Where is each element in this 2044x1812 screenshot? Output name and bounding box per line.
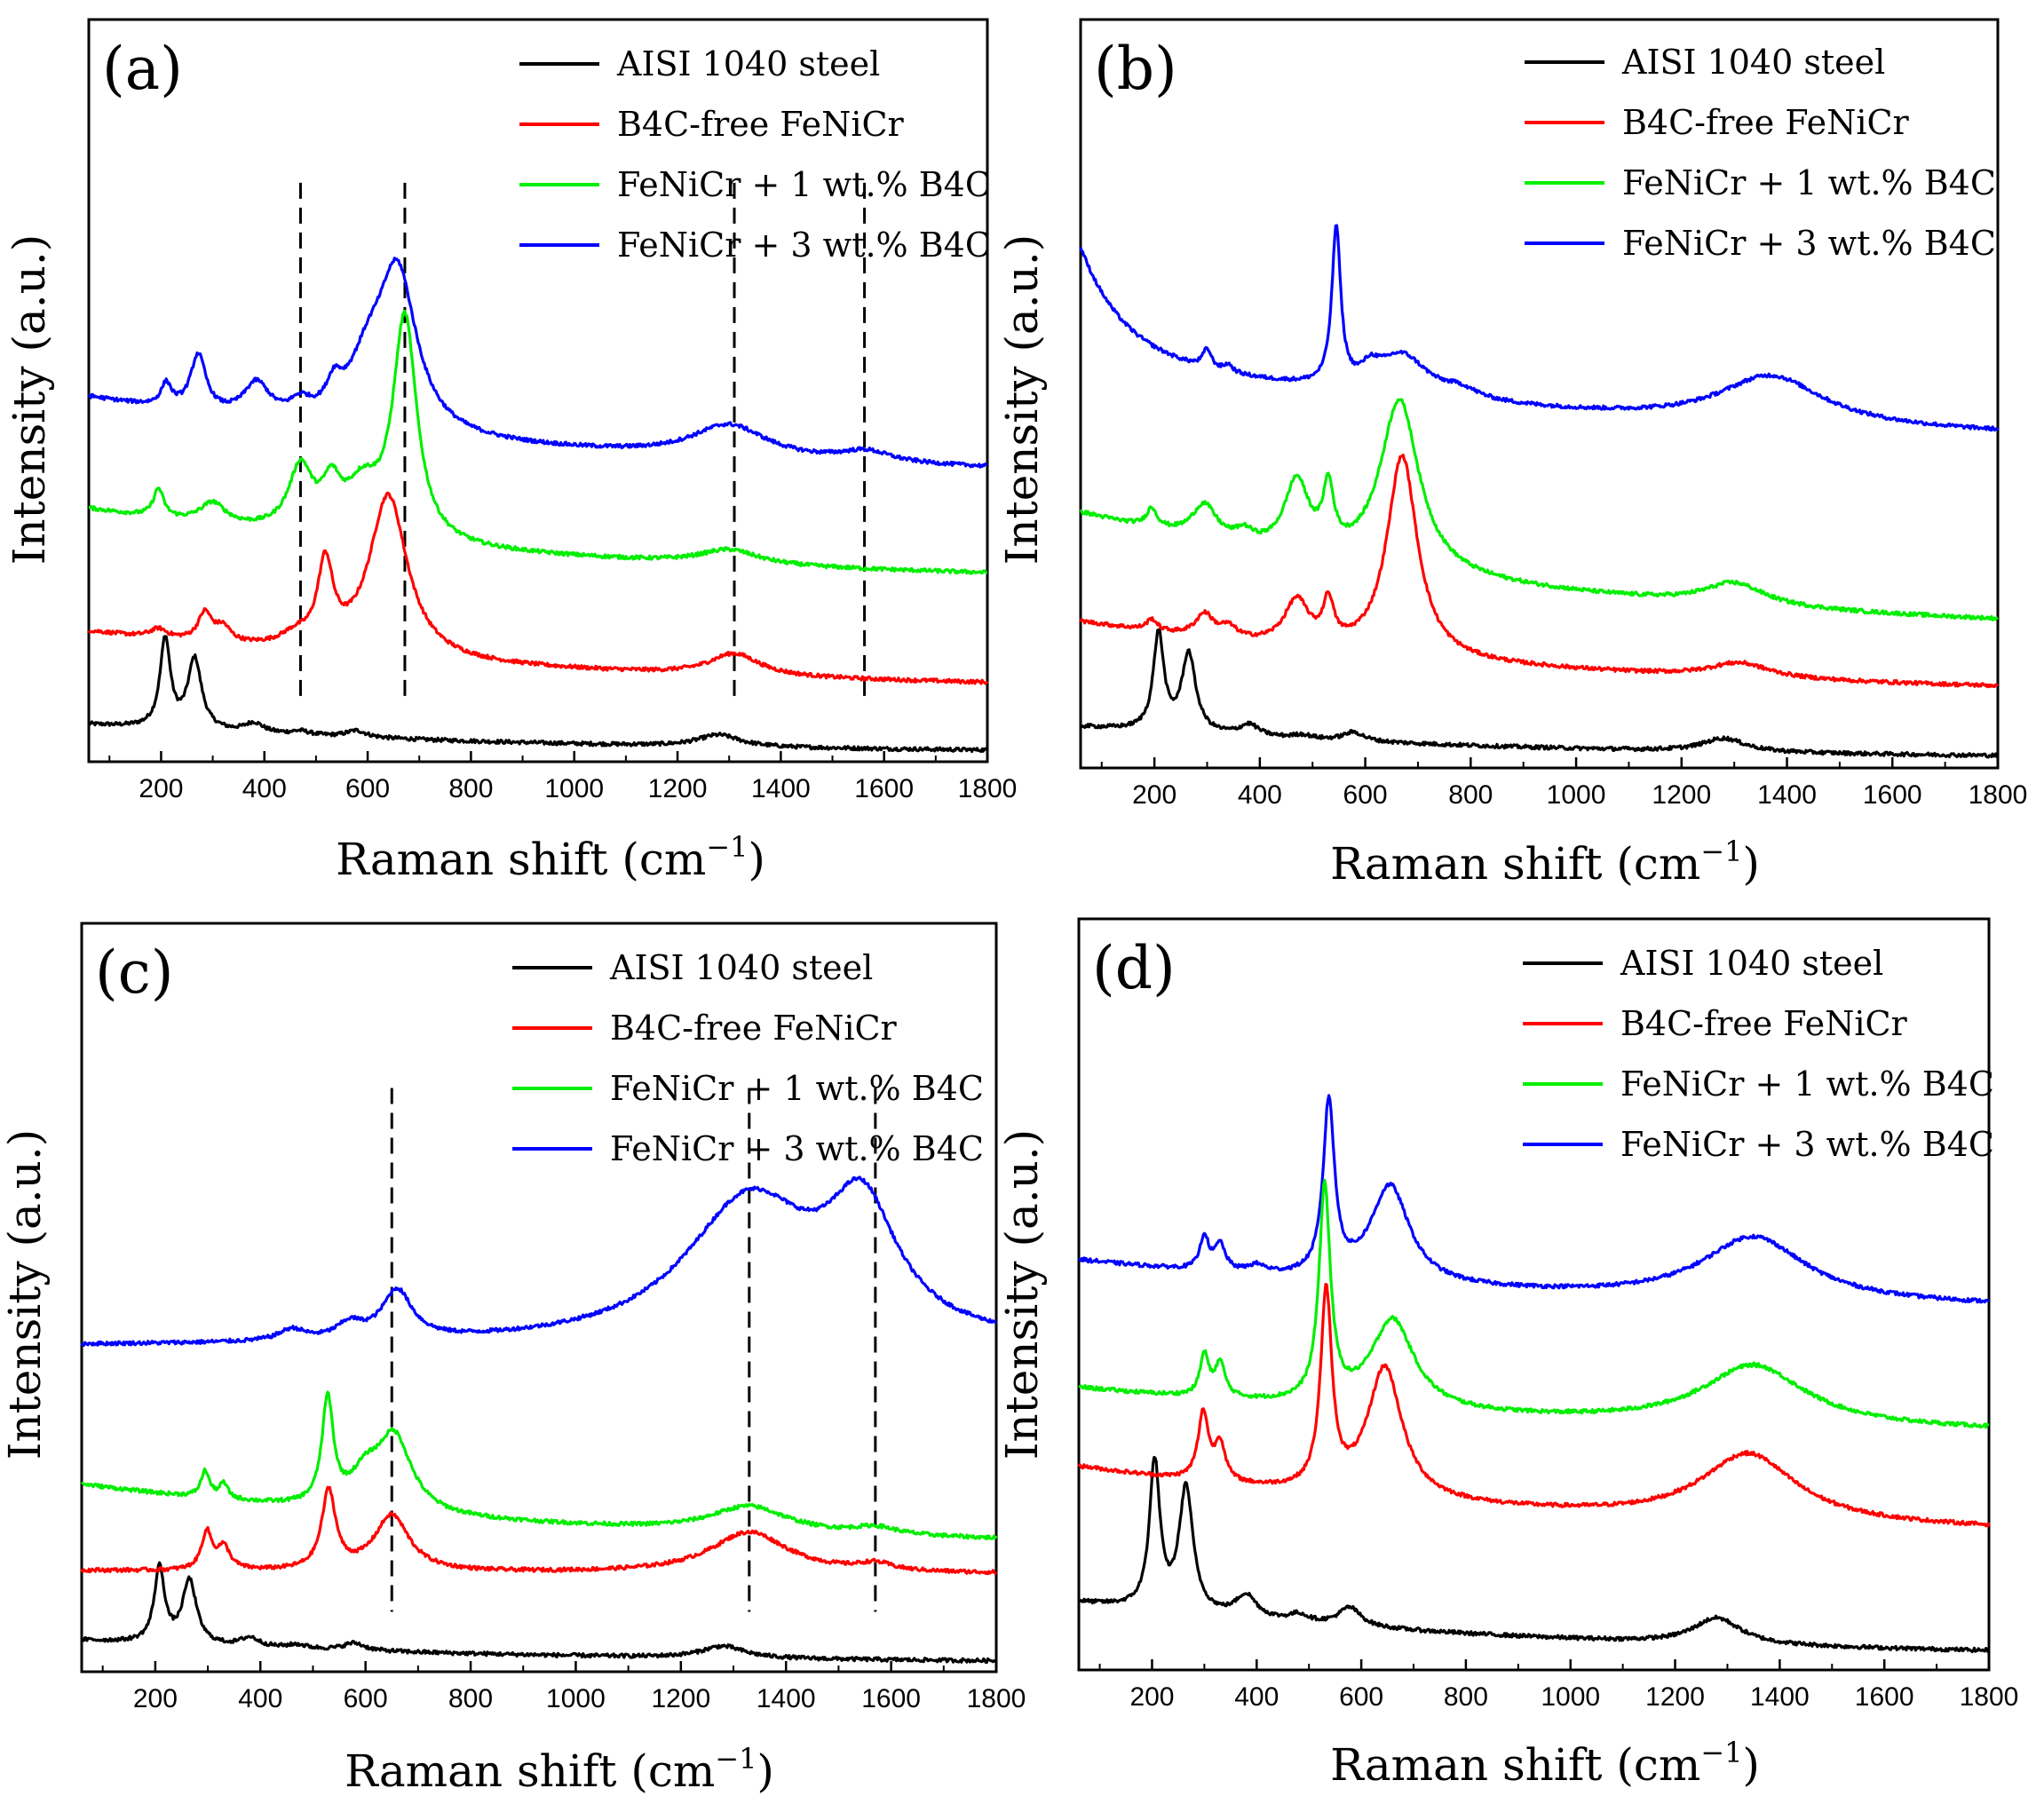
legend-entry: B4C-free FeNiCr xyxy=(1620,1004,1908,1043)
series-line-steel xyxy=(1078,1455,1990,1654)
x-axis-title: Raman shift (cm−1) xyxy=(1330,835,1760,890)
x-tick-label: 1400 xyxy=(1750,1682,1810,1712)
x-tick-label: 1200 xyxy=(651,1684,710,1713)
series-line-one xyxy=(1079,398,1999,621)
x-tick-label: 200 xyxy=(133,1684,178,1713)
series-line-one xyxy=(1078,1178,1990,1429)
x-tick-label: 1600 xyxy=(1863,780,1922,810)
plot-frame xyxy=(87,18,989,764)
legend-entry: FeNiCr + 1 wt.% B4C xyxy=(1622,163,1996,202)
x-tick-label: 800 xyxy=(448,1684,493,1713)
x-tick-label: 1000 xyxy=(1541,1682,1600,1712)
x-tick-label: 1600 xyxy=(1855,1682,1914,1712)
x-tick-label: 600 xyxy=(1343,780,1388,810)
x-tick-label: 1800 xyxy=(967,1684,1026,1713)
x-axis-title: Raman shift (cm−1) xyxy=(345,1742,774,1797)
x-tick-label: 1400 xyxy=(751,774,811,803)
legend: AISI 1040 steel B4C-free FeNiCr FeNiCr + 1… xyxy=(512,948,984,1168)
series-line-three xyxy=(87,257,988,469)
x-tick-label: 600 xyxy=(1339,1682,1383,1712)
y-axis-title: Intensity (a.u.) xyxy=(996,1129,1048,1460)
series-line-three xyxy=(1079,224,2000,432)
plot-frame xyxy=(80,922,998,1674)
x-axis-title: Raman shift (cm−1) xyxy=(336,830,765,885)
legend-entry: FeNiCr + 3 wt.% B4C xyxy=(610,1129,984,1168)
x-tick-label: 1000 xyxy=(1547,780,1606,810)
legend-entry: FeNiCr + 3 wt.% B4C xyxy=(1620,1125,1994,1164)
x-tick-label: 1600 xyxy=(861,1684,921,1713)
series-line-free xyxy=(1077,1283,1991,1528)
y-axis-title: Intensity (a.u.) xyxy=(0,1129,51,1460)
plot-frame xyxy=(1077,917,1991,1672)
legend-entry: B4C-free FeNiCr xyxy=(617,105,905,144)
series-line-steel xyxy=(80,1561,998,1665)
panel-c: 200 400 600 800 1000 1200 1400 1600 1800 (c) AISI … xyxy=(0,922,1026,1797)
panel-a: 200 400 600 800 1000 1200 1400 1600 1800 (a) AISI … xyxy=(4,18,1018,885)
x-tick-label: 600 xyxy=(344,1684,388,1713)
legend-entry: AISI 1040 steel xyxy=(609,948,873,987)
x-tick-label: 200 xyxy=(1129,1682,1174,1712)
panel-b: 200 400 600 800 1000 1200 1400 1600 1800 (b) AISI … xyxy=(996,18,2028,890)
series-line-free xyxy=(1079,454,2000,689)
panel-d: 200 400 600 800 1000 1200 1400 1600 1800 (d) AISI … xyxy=(996,917,2019,1791)
legend-entry: AISI 1040 steel xyxy=(616,44,880,83)
series-line-steel xyxy=(87,635,989,754)
y-axis-title: Intensity (a.u.) xyxy=(996,234,1048,566)
x-tick-label: 1400 xyxy=(757,1684,816,1713)
x-tick-label: 1800 xyxy=(1960,1682,2019,1712)
legend-entry: FeNiCr + 1 wt.% B4C xyxy=(610,1069,984,1108)
legend-entry: B4C-free FeNiCr xyxy=(610,1009,898,1048)
panel-label: (c) xyxy=(95,938,173,1007)
plot-frame xyxy=(1079,18,2000,770)
panel-label: (d) xyxy=(1092,934,1176,1002)
x-tick-label: 800 xyxy=(1444,1682,1488,1712)
legend: AISI 1040 steel B4C-free FeNiCr FeNiCr + 1… xyxy=(1525,43,1996,263)
x-tick-label: 400 xyxy=(242,774,287,803)
series-line-steel xyxy=(1079,628,2000,759)
x-tick-label: 200 xyxy=(1132,780,1176,810)
legend-entry: B4C-free FeNiCr xyxy=(1622,103,1910,142)
x-tick-label: 800 xyxy=(448,774,493,803)
x-tick-label: 1600 xyxy=(854,774,914,803)
series-line-three xyxy=(1077,1094,1990,1304)
legend-entry: FeNiCr + 1 wt.% B4C xyxy=(1620,1064,1994,1104)
x-tick-label: 1400 xyxy=(1757,780,1817,810)
legend-entry: AISI 1040 steel xyxy=(1620,944,1883,983)
x-tick-label: 1200 xyxy=(648,774,708,803)
legend-entry: FeNiCr + 1 wt.% B4C xyxy=(617,165,991,204)
series-line-one xyxy=(80,1390,998,1540)
legend: AISI 1040 steel B4C-free FeNiCr FeNiCr + 1… xyxy=(519,44,991,265)
x-tick-label: 1000 xyxy=(546,1684,606,1713)
x-tick-label: 1800 xyxy=(958,774,1018,803)
x-tick-label: 1200 xyxy=(1645,1682,1705,1712)
series-line-free xyxy=(87,491,989,685)
y-axis-title: Intensity (a.u.) xyxy=(4,234,55,566)
legend-entry: AISI 1040 steel xyxy=(1621,43,1885,82)
x-axis-title: Raman shift (cm−1) xyxy=(1330,1736,1760,1791)
x-tick-label: 800 xyxy=(1448,780,1493,810)
legend: AISI 1040 steel B4C-free FeNiCr FeNiCr + 1… xyxy=(1523,944,1994,1164)
series-line-three xyxy=(80,1175,998,1347)
x-tick-label: 1200 xyxy=(1652,780,1711,810)
x-tick-label: 200 xyxy=(139,774,183,803)
series-line-free xyxy=(80,1485,998,1576)
panel-label: (a) xyxy=(102,35,183,103)
legend-entry: FeNiCr + 3 wt.% B4C xyxy=(1622,224,1996,263)
panel-label: (b) xyxy=(1094,35,1177,103)
x-tick-label: 1000 xyxy=(544,774,604,803)
series-line-one xyxy=(88,309,988,575)
x-tick-label: 400 xyxy=(1234,1682,1279,1712)
x-tick-label: 400 xyxy=(238,1684,282,1713)
x-tick-label: 1800 xyxy=(1969,780,2028,810)
legend-entry: FeNiCr + 3 wt.% B4C xyxy=(617,226,991,265)
x-tick-label: 600 xyxy=(345,774,390,803)
x-tick-label: 400 xyxy=(1238,780,1282,810)
